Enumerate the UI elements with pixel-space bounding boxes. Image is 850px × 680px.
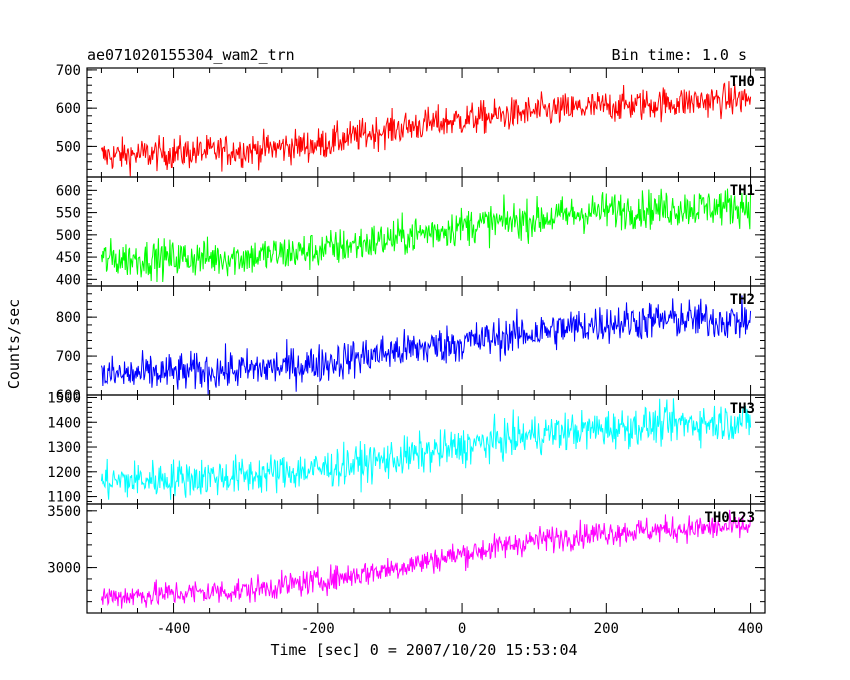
y-tick-label: 1200 [47, 465, 81, 481]
x-tick-label: -400 [157, 621, 191, 637]
y-tick-label: 1100 [47, 490, 81, 506]
panel-th0123: 3000 3500 TH0123 [47, 503, 766, 614]
y-tick-label: 700 [56, 349, 81, 365]
panel-th1: 400 450 500 550 600 TH1 [56, 176, 766, 288]
x-tick-label: 200 [594, 621, 619, 637]
x-axis-label: Time [sec] 0 = 2007/10/20 15:53:04 [270, 641, 577, 659]
y-tick-label: 1400 [47, 415, 81, 431]
y-tick-label: 1500 [47, 390, 81, 406]
series-line-th2 [100, 295, 752, 395]
y-tick-label: 500 [56, 228, 81, 244]
bin-time-label: Bin time: 1.0 s [612, 46, 747, 64]
series-line-th3 [100, 398, 752, 500]
y-tick-label: 500 [56, 139, 81, 155]
y-tick-label: 400 [56, 272, 81, 288]
y-axis-label: Counts/sec [5, 299, 23, 389]
x-tick-label: 400 [738, 621, 763, 637]
y-tick-label: 700 [56, 63, 81, 79]
series-line-th1 [100, 188, 752, 283]
y-tick-label: 3500 [47, 504, 81, 520]
panel-th3: 1100 1200 1300 1400 1500 TH3 [47, 390, 766, 506]
panel-th0: 500 600 700 TH0 [56, 63, 766, 178]
panels-group: 500 600 700 TH0 400 450 500 550 600 TH1 600 700 800 T… [47, 63, 766, 637]
y-tick-label: 1300 [47, 440, 81, 456]
y-tick-label: 550 [56, 206, 81, 222]
panel-label-th2: TH2 [730, 292, 755, 308]
panel-frame [86, 285, 766, 396]
y-tick-label: 600 [56, 101, 81, 117]
y-tick-label: 800 [56, 310, 81, 326]
y-tick-label: 600 [56, 388, 81, 404]
y-tick-label: 600 [56, 183, 81, 199]
panel-label-th1: TH1 [730, 183, 755, 199]
x-tick-label: -200 [301, 621, 335, 637]
panel-label-th3: TH3 [730, 401, 755, 417]
y-tick-label: 3000 [47, 561, 81, 577]
chart-title: ae071020155304_wam2_trn [87, 46, 295, 64]
series-line-th0123 [100, 509, 752, 609]
y-tick-label: 450 [56, 250, 81, 266]
x-tick-label: 0 [458, 621, 466, 637]
series-line-th0 [100, 81, 752, 177]
panel-label-th0123: TH0123 [704, 510, 755, 526]
panel-label-th0: TH0 [730, 74, 755, 90]
panel-th2: 600 700 800 TH2 [56, 285, 766, 404]
